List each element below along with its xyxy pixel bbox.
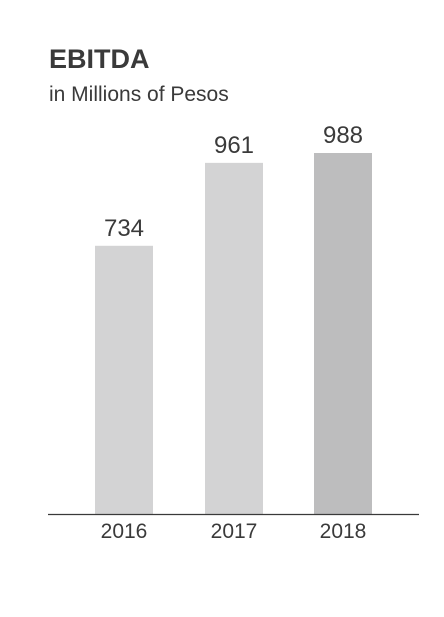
bar-2018 [314, 153, 372, 514]
value-label-2017: 961 [214, 132, 254, 159]
x-tick-label-2016: 2016 [101, 520, 148, 543]
chart-subtitle: in Millions of Pesos [49, 83, 229, 106]
bar-2016 [95, 245, 153, 515]
value-label-2018: 988 [323, 122, 363, 149]
chart-title: EBITDA [49, 44, 150, 74]
x-tick-label-2017: 2017 [211, 520, 258, 543]
x-tick-label-2018: 2018 [320, 520, 367, 543]
value-labels-group: 734 961 988 [104, 122, 363, 242]
x-tick-labels-group: 2016 2017 2018 [101, 520, 367, 543]
value-label-2016: 734 [104, 215, 144, 242]
bars-group [95, 153, 372, 515]
bar-2017 [205, 162, 263, 514]
